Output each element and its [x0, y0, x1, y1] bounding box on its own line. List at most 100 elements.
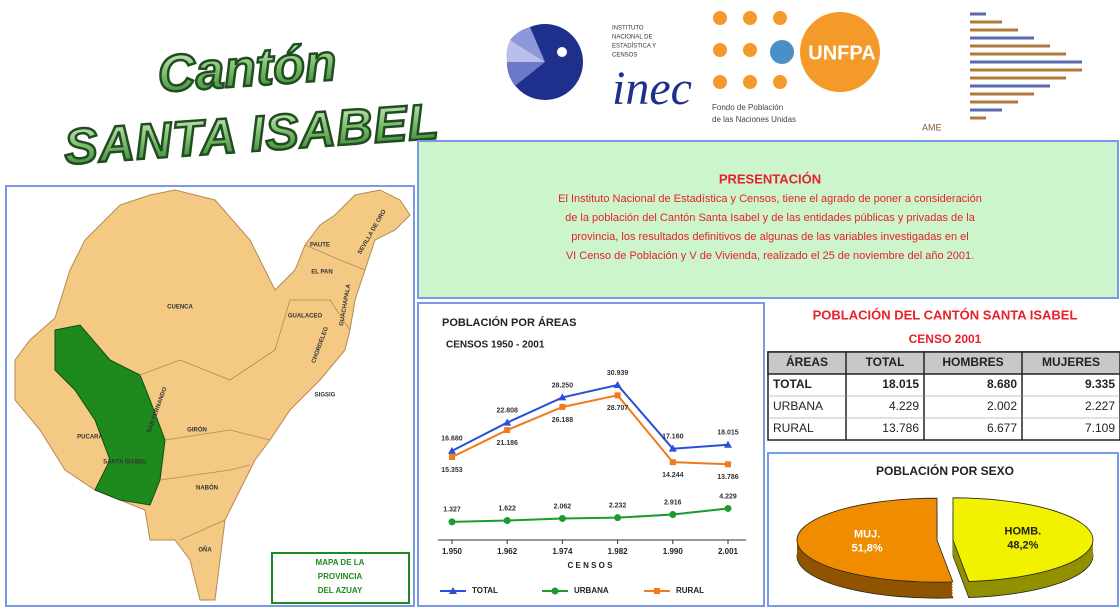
title-line1: Cantón [156, 34, 339, 104]
line-chart-box [417, 302, 765, 607]
value-label: 13.786 [717, 474, 739, 481]
border [164, 429, 271, 441]
table-cell: 13.786 [882, 421, 919, 435]
unfpa-circle [800, 12, 880, 92]
table-cell: 4.229 [889, 399, 919, 413]
value-label: 2.062 [554, 503, 572, 510]
table-cell: 2.227 [1085, 399, 1115, 413]
table-title: POBLACIÓN DEL CANTÓN SANTA ISABEL [813, 307, 1078, 322]
un-emblem [770, 40, 794, 64]
pie-slice [952, 497, 1094, 582]
value-label: 2.232 [609, 503, 627, 510]
map-caption: DEL AZUAY [318, 586, 363, 595]
inec-logo: inec INSTITUTO NACIONAL DE ESTADÍSTICA Y… [506, 24, 692, 115]
map-label: GUALACEO [288, 314, 323, 320]
x-tick-label: 2.001 [718, 547, 739, 556]
value-label: 17.160 [662, 434, 684, 441]
table-header-bg [767, 351, 1120, 375]
border [159, 464, 251, 481]
point [448, 446, 456, 454]
point [614, 392, 621, 399]
presentation-box [417, 140, 1119, 299]
ame-logo: AME [922, 12, 1082, 132]
border [290, 299, 351, 331]
unfpa-caption: Fondo de Población [712, 103, 783, 112]
inec-small: NACIONAL DE [612, 35, 652, 41]
point [613, 381, 622, 388]
point [558, 514, 566, 522]
legend-marker [551, 587, 559, 595]
inec-small: ESTADÍSTICA Y [612, 43, 656, 50]
value-label: 28.707 [607, 405, 629, 412]
pie-value-label: 48,2% [1007, 540, 1038, 552]
pie-title: POBLACIÓN POR SEXO [876, 463, 1014, 478]
pie-slice [796, 497, 954, 583]
point [559, 403, 566, 410]
title-group: Cantón SANTA ISABEL [61, 32, 442, 176]
table-header-cell: TOTAL [866, 355, 905, 369]
pie-label: MUJ. [854, 528, 880, 540]
value-label: 1.622 [498, 505, 516, 512]
value-label: 14.244 [662, 472, 684, 479]
inec-wedge [506, 40, 545, 62]
value-label: 28.250 [552, 382, 574, 389]
map-label: CUENCA [167, 305, 193, 311]
map-caption: PROVINCIA [318, 572, 363, 581]
value-label: 16.680 [441, 436, 463, 443]
inec-small: INSTITUTO [612, 26, 644, 32]
pie-label: HOMB. [1005, 526, 1042, 538]
table-cell: URBANA [773, 399, 823, 413]
map-label: PUCARÁ [77, 434, 103, 441]
table-subtitle: CENSO 2001 [909, 332, 982, 346]
table-cell: 2.002 [987, 399, 1017, 413]
title-line2: SANTA ISABEL [62, 93, 441, 175]
x-axis-label: C E N S O S [568, 561, 614, 570]
unfpa-dot [773, 75, 787, 89]
point [558, 393, 567, 401]
point [503, 517, 511, 525]
legend-marker [449, 587, 457, 594]
series-line [451, 507, 729, 523]
value-label: 30.939 [607, 370, 629, 377]
value-label: 15.353 [441, 467, 463, 474]
value-label: 26.188 [552, 417, 574, 424]
line-chart-subtitle: CENSOS 1950 - 2001 [446, 340, 545, 351]
series-line [451, 394, 729, 466]
inec-wedge [506, 62, 545, 86]
presentation-line: provincia, los resultados definitivos de… [571, 231, 968, 243]
point [504, 427, 511, 434]
value-label: 21.186 [496, 440, 518, 447]
inec-text: inec [612, 62, 692, 115]
legend-label: TOTAL [472, 586, 498, 595]
unfpa-logo: UNFPA Fondo de Población de las Naciones… [712, 11, 880, 124]
map-label: SIGSIG [315, 393, 336, 399]
presentation-line: VI Censo de Población y V de Vivienda, r… [566, 250, 974, 262]
point [724, 440, 732, 448]
santa-isabel-region [54, 324, 166, 506]
x-tick-label: 1.974 [552, 547, 573, 556]
map-label: SANTA ISABEL [103, 460, 147, 466]
table-cell: 7.109 [1085, 421, 1115, 435]
unfpa-dot [713, 75, 727, 89]
unfpa-dot [743, 75, 757, 89]
table-cell: 9.335 [1085, 377, 1115, 391]
point [614, 514, 622, 522]
point [724, 504, 732, 512]
point [668, 444, 677, 452]
border [304, 244, 366, 271]
map-caption-box [271, 552, 410, 604]
x-tick-label: 1.950 [442, 547, 463, 556]
pie-value-label: 51,8% [852, 542, 883, 554]
table-cell: RURAL [773, 421, 814, 435]
x-tick-label: 1.982 [608, 547, 629, 556]
inec-wedge [510, 27, 545, 62]
unfpa-text: UNFPA [808, 42, 875, 64]
table-cell: 6.677 [987, 421, 1017, 435]
unfpa-caption: de las Naciones Unidas [712, 115, 796, 124]
inec-small: CENSOS [612, 53, 637, 59]
table-header-cell: MUJERES [1042, 355, 1100, 369]
presentation-line: de la población del Cantón Santa Isabel … [565, 212, 976, 224]
inec-eye [557, 47, 567, 57]
point [725, 461, 731, 468]
